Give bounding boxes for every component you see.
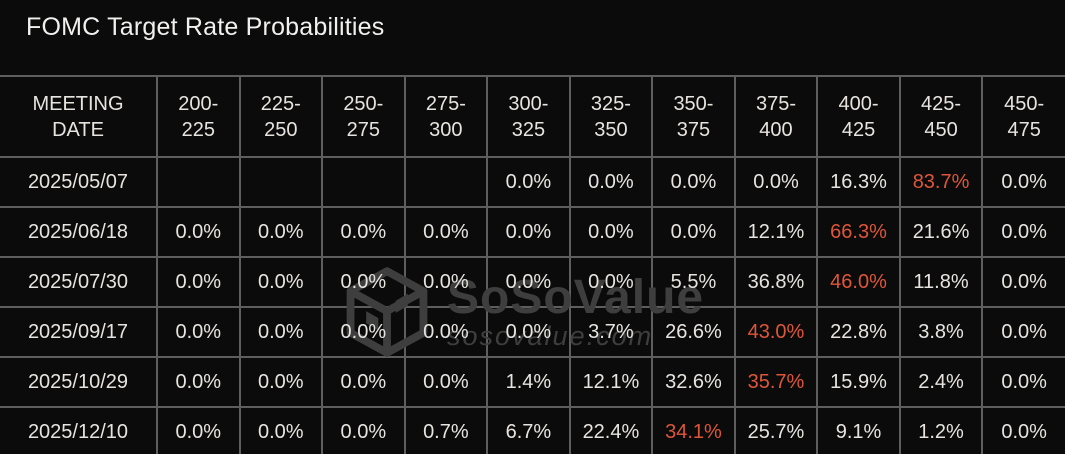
column-header-400-425: 400- 425 xyxy=(816,75,901,158)
column-header-350-375: 350- 375 xyxy=(651,75,736,158)
probability-cell: 15.9% xyxy=(816,356,901,408)
probability-cell: 0.0% xyxy=(156,406,241,454)
probability-cell: 0.0% xyxy=(486,306,571,358)
table-row: 2025/12/10 0.0% 0.0% 0.0% 0.7% 6.7% 22.4% 34.1%… xyxy=(0,406,1065,454)
probability-cell: 0.0% xyxy=(238,206,324,258)
table-row: 2025/05/07 0.0% 0.0% 0.0% 0.0% 16.3% 83.7% 0.0% xyxy=(0,156,1065,208)
probability-cell: 34.1% xyxy=(651,406,736,454)
probability-cell: 0.0% xyxy=(981,356,1065,408)
probability-cell: 22.8% xyxy=(816,306,901,358)
probability-cell: 0.0% xyxy=(238,356,324,408)
column-header-275-300: 275- 300 xyxy=(403,75,489,158)
column-header-200-225: 200- 225 xyxy=(156,75,241,158)
probability-cell: 0.0% xyxy=(321,206,406,258)
probability-cell: 11.8% xyxy=(898,256,984,308)
probability-cell: 0.0% xyxy=(981,156,1065,208)
table-row: 2025/09/17 0.0% 0.0% 0.0% 0.0% 0.0% 3.7% 26.6% 4… xyxy=(0,306,1065,358)
probability-cell: 0.0% xyxy=(403,206,489,258)
probability-cell: 0.0% xyxy=(568,156,654,208)
probability-cell: 0.0% xyxy=(156,306,241,358)
probability-cell: 0.0% xyxy=(156,206,241,258)
probability-cell: 0.0% xyxy=(238,406,324,454)
table-row: 2025/06/18 0.0% 0.0% 0.0% 0.0% 0.0% 0.0% 0.0% 12… xyxy=(0,206,1065,258)
table-head: MEETING DATE 200- 225 225- 250 250- 275 275- 300 3… xyxy=(0,75,1065,158)
probability-cell: 22.4% xyxy=(568,406,654,454)
probability-cell: 12.1% xyxy=(568,356,654,408)
probability-cell: 1.2% xyxy=(898,406,984,454)
probability-cell: 0.0% xyxy=(981,306,1065,358)
header-row: MEETING DATE 200- 225 225- 250 250- 275 275- 300 3… xyxy=(0,75,1065,158)
probability-cell: 26.6% xyxy=(651,306,736,358)
probability-cell: 43.0% xyxy=(733,306,819,358)
probability-cell: 0.0% xyxy=(981,406,1065,454)
probability-cell: 3.8% xyxy=(898,306,984,358)
probability-cell: 32.6% xyxy=(651,356,736,408)
probability-cell: 0.0% xyxy=(733,156,819,208)
probability-cell: 0.0% xyxy=(403,306,489,358)
probability-cell: 25.7% xyxy=(733,406,819,454)
fomc-probability-table: MEETING DATE 200- 225 225- 250 250- 275 275- 300 3… xyxy=(0,75,1065,454)
column-header-300-325: 300- 325 xyxy=(486,75,571,158)
meeting-date-cell: 2025/07/30 xyxy=(0,256,158,308)
probability-cell: 0.0% xyxy=(238,306,324,358)
column-header-250-275: 250- 275 xyxy=(321,75,406,158)
meeting-date-cell: 2025/12/10 xyxy=(0,406,158,454)
table-row: 2025/10/29 0.0% 0.0% 0.0% 0.0% 1.4% 12.1% 32.6%… xyxy=(0,356,1065,408)
probability-cell: 35.7% xyxy=(733,356,819,408)
probability-cell: 0.0% xyxy=(403,356,489,408)
probability-cell: 3.7% xyxy=(568,306,654,358)
probability-cell: 66.3% xyxy=(816,206,901,258)
probability-cell: 0.0% xyxy=(321,256,406,308)
probability-cell: 36.8% xyxy=(733,256,819,308)
probability-cell: 6.7% xyxy=(486,406,571,454)
probability-cell: 0.0% xyxy=(156,356,241,408)
probability-cell: 46.0% xyxy=(816,256,901,308)
column-header-225-250: 225- 250 xyxy=(238,75,324,158)
meeting-date-cell: 2025/10/29 xyxy=(0,356,158,408)
column-header-375-400: 375- 400 xyxy=(733,75,819,158)
probability-cell: 0.0% xyxy=(568,256,654,308)
meeting-date-cell: 2025/05/07 xyxy=(0,156,158,208)
probability-cell: 9.1% xyxy=(816,406,901,454)
column-header-425-450: 425- 450 xyxy=(898,75,984,158)
probability-cell: 2.4% xyxy=(898,356,984,408)
probability-cell: 0.0% xyxy=(321,306,406,358)
probability-cell xyxy=(156,156,241,208)
probability-cell: 21.6% xyxy=(898,206,984,258)
probability-cell: 1.4% xyxy=(486,356,571,408)
column-header-450-475: 450- 475 xyxy=(981,75,1065,158)
probability-cell: 0.0% xyxy=(568,206,654,258)
probability-cell: 0.7% xyxy=(403,406,489,454)
probability-cell: 0.0% xyxy=(981,256,1065,308)
probability-cell: 0.0% xyxy=(651,156,736,208)
probability-cell: 0.0% xyxy=(486,206,571,258)
probability-cell: 0.0% xyxy=(486,156,571,208)
probability-cell: 5.5% xyxy=(651,256,736,308)
probability-cell: 0.0% xyxy=(321,406,406,454)
probability-cell: 83.7% xyxy=(898,156,984,208)
probability-cell: 0.0% xyxy=(321,356,406,408)
probability-cell xyxy=(321,156,406,208)
probability-cell: 0.0% xyxy=(651,206,736,258)
probability-cell: 0.0% xyxy=(486,256,571,308)
column-header-meeting-date: MEETING DATE xyxy=(0,75,158,158)
probability-cell: 0.0% xyxy=(981,206,1065,258)
table-body: 2025/05/07 0.0% 0.0% 0.0% 0.0% 16.3% 83.7% 0.0%… xyxy=(0,156,1065,454)
table-row: 2025/07/30 0.0% 0.0% 0.0% 0.0% 0.0% 0.0% 5.5% 36… xyxy=(0,256,1065,308)
probability-cell: 0.0% xyxy=(403,256,489,308)
meeting-date-cell: 2025/06/18 xyxy=(0,206,158,258)
column-header-325-350: 325- 350 xyxy=(568,75,654,158)
probability-cell: 0.0% xyxy=(238,256,324,308)
probability-cell xyxy=(403,156,489,208)
page-title: FOMC Target Rate Probabilities xyxy=(26,13,385,41)
meeting-date-cell: 2025/09/17 xyxy=(0,306,158,358)
probability-cell xyxy=(238,156,324,208)
probability-cell: 16.3% xyxy=(816,156,901,208)
probability-cell: 0.0% xyxy=(156,256,241,308)
probability-cell: 12.1% xyxy=(733,206,819,258)
